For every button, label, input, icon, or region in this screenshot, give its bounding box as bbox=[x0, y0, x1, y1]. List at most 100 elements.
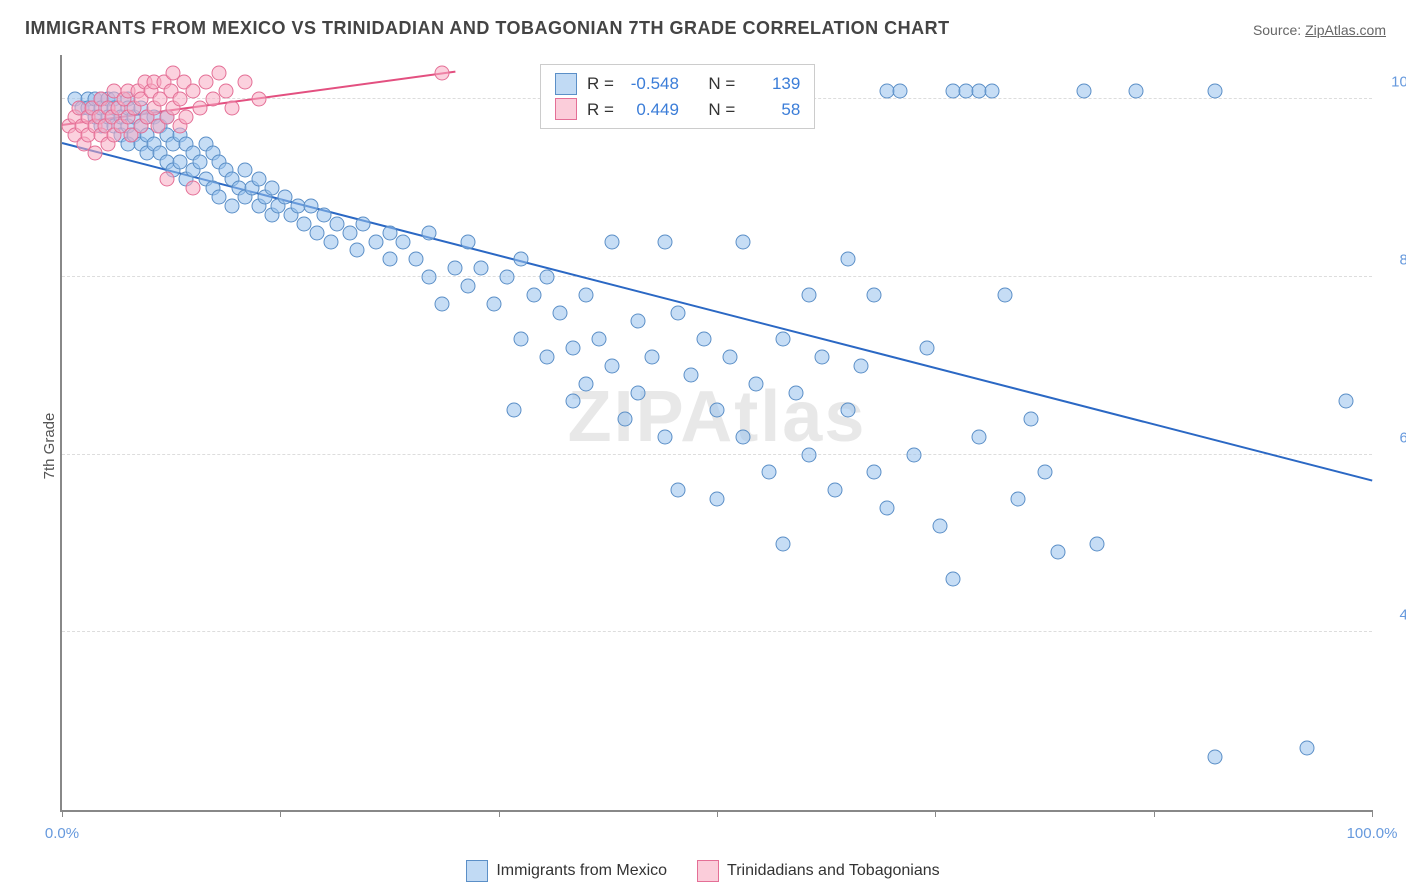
data-point-mexico bbox=[1024, 412, 1039, 427]
data-point-mexico bbox=[998, 287, 1013, 302]
data-point-mexico bbox=[513, 252, 528, 267]
series-legend: Immigrants from Mexico Trinidadians and … bbox=[0, 860, 1406, 882]
x-tick-mark bbox=[1372, 810, 1373, 817]
data-point-trinidad bbox=[225, 101, 240, 116]
gridline bbox=[62, 454, 1372, 455]
data-point-mexico bbox=[683, 367, 698, 382]
data-point-mexico bbox=[1076, 83, 1091, 98]
data-point-trinidad bbox=[251, 92, 266, 107]
data-point-mexico bbox=[448, 261, 463, 276]
source-label: Source: bbox=[1253, 22, 1301, 38]
data-point-mexico bbox=[421, 270, 436, 285]
data-point-mexico bbox=[749, 376, 764, 391]
data-point-mexico bbox=[474, 261, 489, 276]
source-link[interactable]: ZipAtlas.com bbox=[1305, 22, 1386, 38]
data-point-mexico bbox=[657, 234, 672, 249]
data-point-mexico bbox=[579, 287, 594, 302]
data-point-mexico bbox=[945, 572, 960, 587]
data-point-mexico bbox=[1299, 740, 1314, 755]
data-point-mexico bbox=[487, 296, 502, 311]
data-point-mexico bbox=[972, 429, 987, 444]
r-label: R = bbox=[587, 97, 614, 123]
legend-item-mexico: Immigrants from Mexico bbox=[466, 860, 667, 882]
data-point-mexico bbox=[775, 536, 790, 551]
data-point-mexico bbox=[579, 376, 594, 391]
data-point-mexico bbox=[605, 234, 620, 249]
n-value-mexico: 139 bbox=[745, 71, 800, 97]
data-point-trinidad bbox=[179, 110, 194, 125]
data-point-mexico bbox=[1011, 492, 1026, 507]
data-point-mexico bbox=[788, 385, 803, 400]
swatch-trinidad-icon bbox=[555, 98, 577, 120]
swatch-mexico-icon bbox=[555, 73, 577, 95]
data-point-trinidad bbox=[218, 83, 233, 98]
x-tick-mark bbox=[717, 810, 718, 817]
data-point-mexico bbox=[461, 278, 476, 293]
data-point-mexico bbox=[382, 252, 397, 267]
data-point-mexico bbox=[539, 270, 554, 285]
data-point-mexico bbox=[395, 234, 410, 249]
y-tick-label: 100.0% bbox=[1391, 74, 1406, 91]
r-label: R = bbox=[587, 71, 614, 97]
data-point-mexico bbox=[919, 341, 934, 356]
data-point-mexico bbox=[1050, 545, 1065, 560]
data-point-trinidad bbox=[87, 145, 102, 160]
data-point-mexico bbox=[814, 350, 829, 365]
data-point-mexico bbox=[565, 394, 580, 409]
data-point-mexico bbox=[696, 332, 711, 347]
plot-area: ZIPAtlas 40.0%60.0%80.0%100.0%0.0%100.0% bbox=[60, 55, 1372, 812]
legend-row-trinidad: R = 0.449 N = 58 bbox=[555, 97, 800, 123]
data-point-mexico bbox=[867, 465, 882, 480]
data-point-trinidad bbox=[186, 83, 201, 98]
x-tick-mark bbox=[499, 810, 500, 817]
data-point-mexico bbox=[369, 234, 384, 249]
data-point-mexico bbox=[670, 305, 685, 320]
data-point-mexico bbox=[710, 492, 725, 507]
swatch-mexico-icon bbox=[466, 860, 488, 882]
data-point-trinidad bbox=[159, 172, 174, 187]
data-point-mexico bbox=[736, 234, 751, 249]
y-tick-label: 40.0% bbox=[1399, 607, 1406, 624]
data-point-mexico bbox=[526, 287, 541, 302]
r-value-mexico: -0.548 bbox=[624, 71, 679, 97]
x-tick-mark bbox=[1154, 810, 1155, 817]
data-point-mexico bbox=[827, 483, 842, 498]
data-point-mexico bbox=[775, 332, 790, 347]
source-citation: Source: ZipAtlas.com bbox=[1253, 22, 1386, 38]
data-point-mexico bbox=[841, 252, 856, 267]
data-point-mexico bbox=[225, 199, 240, 214]
data-point-mexico bbox=[854, 358, 869, 373]
data-point-mexico bbox=[539, 350, 554, 365]
data-point-mexico bbox=[592, 332, 607, 347]
data-point-mexico bbox=[1207, 749, 1222, 764]
data-point-mexico bbox=[801, 447, 816, 462]
data-point-mexico bbox=[1037, 465, 1052, 480]
data-point-trinidad bbox=[434, 65, 449, 80]
data-point-mexico bbox=[631, 314, 646, 329]
data-point-mexico bbox=[1129, 83, 1144, 98]
correlation-legend: R = -0.548 N = 139 R = 0.449 N = 58 bbox=[540, 64, 815, 129]
data-point-mexico bbox=[710, 403, 725, 418]
data-point-mexico bbox=[349, 243, 364, 258]
data-point-mexico bbox=[434, 296, 449, 311]
gridline bbox=[62, 631, 1372, 632]
legend-label-mexico: Immigrants from Mexico bbox=[496, 862, 667, 880]
chart-container: IMMIGRANTS FROM MEXICO VS TRINIDADIAN AN… bbox=[0, 0, 1406, 892]
data-point-mexico bbox=[323, 234, 338, 249]
data-point-mexico bbox=[762, 465, 777, 480]
data-point-mexico bbox=[565, 341, 580, 356]
n-label: N = bbox=[708, 97, 735, 123]
data-point-mexico bbox=[736, 429, 751, 444]
y-tick-label: 80.0% bbox=[1399, 252, 1406, 269]
y-axis-label: 7th Grade bbox=[41, 413, 58, 480]
legend-label-trinidad: Trinidadians and Tobagonians bbox=[727, 862, 940, 880]
gridline bbox=[62, 276, 1372, 277]
chart-title: IMMIGRANTS FROM MEXICO VS TRINIDADIAN AN… bbox=[25, 18, 950, 39]
data-point-trinidad bbox=[192, 101, 207, 116]
x-tick-mark bbox=[280, 810, 281, 817]
data-point-mexico bbox=[421, 225, 436, 240]
data-point-mexico bbox=[506, 403, 521, 418]
data-point-mexico bbox=[605, 358, 620, 373]
data-point-mexico bbox=[356, 216, 371, 231]
data-point-mexico bbox=[192, 154, 207, 169]
